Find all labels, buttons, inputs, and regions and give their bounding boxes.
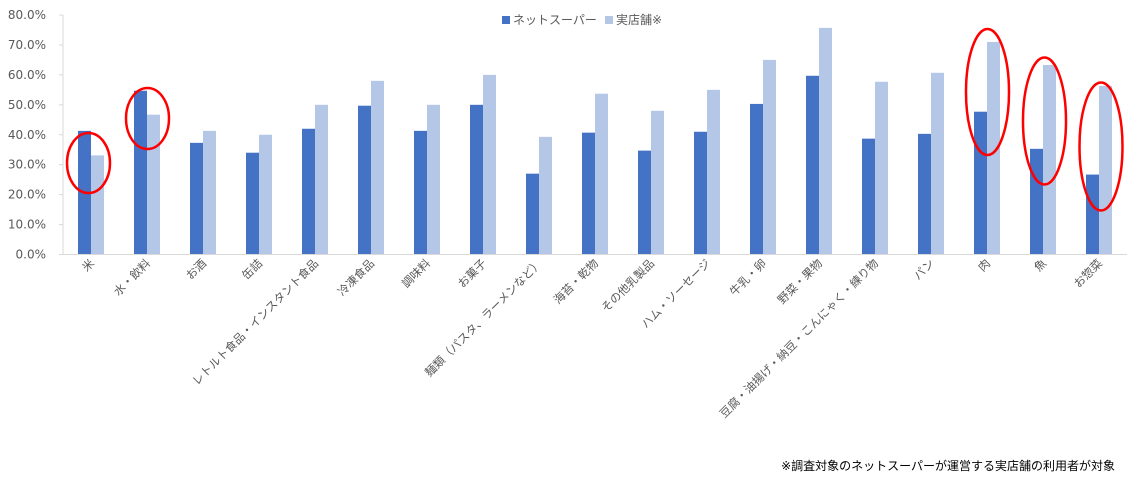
bar-physical-store: [1043, 64, 1056, 255]
x-tick-label: 缶詰: [239, 256, 266, 283]
bar-physical-store: [147, 114, 160, 255]
bar-net-super: [1030, 148, 1043, 255]
bar-net-super: [414, 130, 427, 255]
legend-swatch-net-super: [502, 16, 510, 24]
bar-net-super: [918, 133, 931, 255]
legend-label-net-super: ネットスーパー: [513, 13, 597, 27]
y-tick-label: 70.0%: [8, 38, 46, 52]
bar-physical-store: [707, 89, 720, 255]
y-axis: 0.0% 10.0% 20.0% 30.0% 40.0% 50.0% 60.0% 70.0% 8…: [8, 8, 64, 262]
bar-physical-store: [91, 155, 104, 255]
bar-net-super: [190, 142, 203, 255]
x-tick-label: 牛乳・卵: [727, 256, 769, 298]
bar-physical-store: [203, 130, 216, 255]
bar-net-super: [302, 128, 315, 255]
highlight-ellipse: [1021, 56, 1068, 186]
bar-physical-store: [371, 80, 384, 255]
x-tick-label: お酒: [183, 256, 209, 282]
y-tick-label: 80.0%: [8, 8, 46, 22]
y-tick-label: 30.0%: [8, 158, 46, 172]
x-tick-label: パン: [911, 256, 938, 283]
bar-net-super: [694, 131, 707, 255]
x-tick-label: 魚: [1031, 256, 1049, 274]
bar-net-super: [134, 90, 147, 255]
legend: ネットスーパー 実店舗※: [502, 12, 662, 27]
bar-net-super: [862, 138, 875, 255]
bar-physical-store: [931, 72, 944, 255]
y-tick-label: 0.0%: [16, 248, 47, 262]
bar-net-super: [750, 103, 763, 255]
x-tick-label: お菓子: [455, 256, 489, 290]
bar-net-super: [582, 132, 595, 255]
footnote: ※調査対象のネットスーパーが運営する実店舗の利用者が対象: [781, 459, 1115, 473]
bar-physical-store: [539, 136, 552, 255]
bar-physical-store: [595, 93, 608, 255]
bar-net-super: [806, 75, 819, 255]
bar-net-super: [974, 111, 987, 255]
x-tick-label: お惣菜: [1071, 256, 1106, 291]
bar-physical-store: [1099, 85, 1112, 255]
bar-net-super: [358, 105, 371, 255]
y-tick-label: 40.0%: [8, 128, 46, 142]
bar-net-super: [1086, 174, 1099, 255]
x-tick-label: 米: [79, 256, 97, 274]
x-tick-label: 野菜・果物: [775, 256, 826, 307]
y-tick-label: 20.0%: [8, 188, 46, 202]
x-tick-label: 肉: [975, 256, 993, 274]
x-tick-label: 水・飲料: [111, 256, 154, 299]
bar-net-super: [526, 173, 539, 255]
bar-physical-store: [651, 110, 664, 255]
x-tick-label: 冷凍食品: [335, 256, 377, 298]
bar-net-super: [638, 150, 651, 255]
bar-physical-store: [763, 59, 776, 255]
bar-net-super: [470, 104, 483, 255]
bar-physical-store: [315, 104, 328, 255]
bar-physical-store: [819, 27, 832, 255]
x-tick-label: その他乳製品: [598, 256, 657, 315]
bar-physical-store: [427, 104, 440, 255]
x-tick-label: 麺類（パスタ、ラーメンなど）: [422, 256, 545, 379]
highlight-ellipses: [65, 27, 1124, 212]
y-tick-label: 50.0%: [8, 98, 46, 112]
highlight-ellipse: [1078, 81, 1124, 212]
highlight-ellipse: [964, 27, 1011, 157]
bar-physical-store: [259, 134, 272, 255]
x-axis-labels: 米水・飲料 お酒 缶詰レトルト食品・インスタント食品 冷凍食品 調味料 お菓子麺類（パスタ…: [79, 256, 1105, 421]
x-tick-label: 調味料: [399, 256, 434, 291]
bar-physical-store: [987, 41, 1000, 255]
bar-physical-store: [875, 81, 888, 255]
highlight-ellipse: [65, 131, 112, 195]
bar-series: [78, 27, 1112, 255]
y-tick-label: 10.0%: [8, 218, 46, 232]
x-tick-label: 海苔・乾物: [551, 256, 602, 307]
bar-physical-store: [483, 74, 496, 255]
legend-swatch-physical-store: [605, 16, 613, 24]
highlight-ellipse: [124, 86, 171, 151]
bar-net-super: [246, 152, 259, 255]
legend-label-physical-store: 実店舗※: [616, 12, 662, 27]
y-tick-label: 60.0%: [8, 68, 46, 82]
